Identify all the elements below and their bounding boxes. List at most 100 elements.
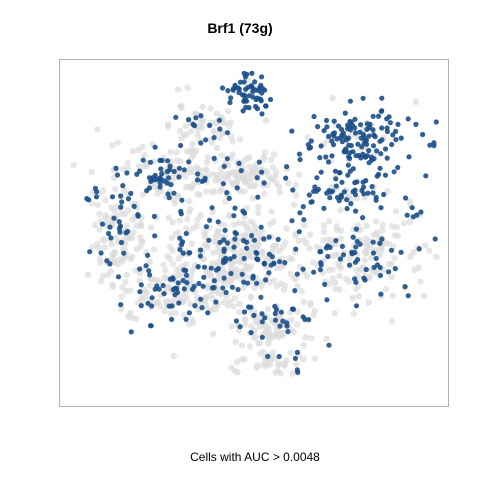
- cell-point-active: [211, 278, 217, 284]
- cell-point-inactive: [370, 231, 377, 238]
- cell-point-active: [364, 141, 370, 147]
- cell-point-inactive: [168, 298, 175, 305]
- cell-point-active: [292, 288, 298, 294]
- cell-point-inactive: [357, 226, 364, 234]
- cell-point-inactive: [198, 124, 206, 132]
- cell-point-active: [416, 246, 422, 252]
- cell-point-inactive: [271, 243, 278, 250]
- cell-point-active: [378, 291, 384, 297]
- cell-point-inactive: [263, 168, 271, 175]
- cell-point-inactive: [114, 261, 122, 268]
- cell-point-active: [406, 154, 412, 160]
- cell-point-active: [177, 247, 183, 253]
- cell-point-inactive: [433, 253, 440, 260]
- cell-point-inactive: [257, 350, 264, 357]
- cell-point-inactive: [293, 360, 300, 368]
- cell-point-inactive: [170, 352, 177, 359]
- cell-point-active: [195, 171, 201, 177]
- cell-point-active: [128, 190, 134, 196]
- cell-point-active: [354, 238, 360, 245]
- cell-point-active: [246, 304, 252, 310]
- cell-point-inactive: [255, 209, 262, 217]
- cell-point-inactive: [421, 292, 428, 299]
- cell-point-active: [246, 105, 252, 111]
- cell-point-active: [224, 130, 231, 136]
- cell-point-active: [334, 194, 341, 201]
- cell-point-inactive: [241, 356, 248, 363]
- cell-point-active: [315, 124, 321, 130]
- cell-point-inactive: [175, 255, 182, 262]
- cell-point-active: [360, 131, 366, 138]
- cell-point-active: [364, 121, 370, 127]
- cell-point-active: [362, 154, 369, 160]
- cell-point-active: [256, 159, 262, 165]
- cell-point-active: [92, 185, 98, 191]
- cell-point-active: [353, 208, 359, 214]
- cell-point-active: [379, 95, 385, 101]
- cell-point-inactive: [161, 307, 168, 314]
- cell-point-inactive: [298, 287, 305, 295]
- cell-point-inactive: [204, 244, 211, 251]
- cell-point-active: [186, 159, 192, 165]
- cell-point-active: [290, 187, 296, 193]
- cell-point-active: [246, 93, 252, 99]
- cell-point-active: [241, 309, 248, 315]
- cell-point-active: [403, 195, 409, 201]
- cell-point-inactive: [252, 224, 259, 231]
- cell-point-active: [369, 184, 375, 190]
- cell-point-inactive: [138, 238, 145, 245]
- cell-point-active: [234, 185, 240, 191]
- cell-point-active: [224, 156, 230, 162]
- cell-point-active: [261, 261, 267, 267]
- cell-point-inactive: [236, 308, 243, 316]
- cell-point-active: [197, 253, 203, 259]
- cell-point-inactive: [294, 321, 301, 328]
- cell-point-active: [258, 294, 264, 300]
- cell-point-inactive: [119, 284, 126, 291]
- cell-point-active: [365, 190, 371, 196]
- cell-point-inactive: [172, 309, 179, 317]
- cell-point-active: [203, 137, 209, 143]
- cell-point-inactive: [310, 259, 317, 266]
- cell-point-inactive: [137, 222, 145, 230]
- cell-point-active: [306, 317, 312, 323]
- cell-point-inactive: [247, 293, 255, 300]
- cell-point-inactive: [417, 278, 424, 285]
- cell-point-inactive: [241, 320, 249, 328]
- cell-point-active: [325, 253, 331, 260]
- cell-point-active: [166, 303, 172, 309]
- cell-point-active: [318, 262, 324, 268]
- cell-point-inactive: [325, 218, 333, 225]
- cell-point-active: [227, 99, 233, 106]
- cell-point-inactive: [304, 134, 311, 141]
- cell-point-active: [379, 125, 385, 131]
- cell-point-inactive: [283, 225, 290, 232]
- cell-point-inactive: [196, 191, 203, 198]
- cell-point-inactive: [361, 257, 369, 264]
- cell-point-active: [355, 141, 361, 147]
- cell-point-active: [347, 168, 353, 174]
- cell-point-active: [183, 316, 189, 322]
- cell-point-inactive: [199, 103, 206, 111]
- cell-point-active: [145, 252, 151, 258]
- cell-point-active: [208, 265, 214, 271]
- cell-point-active: [293, 246, 299, 252]
- cell-point-inactive: [89, 244, 96, 251]
- cell-point-active: [223, 289, 229, 296]
- cell-point-active: [121, 250, 127, 256]
- cell-point-active: [370, 250, 376, 256]
- cell-point-active: [178, 142, 184, 149]
- cell-point-inactive: [190, 151, 197, 159]
- cell-point-inactive: [250, 334, 257, 342]
- cell-point-active: [254, 280, 260, 286]
- cell-point-inactive: [169, 247, 176, 254]
- cell-point-active: [222, 227, 228, 233]
- cell-point-active: [221, 275, 227, 281]
- cell-point-active: [423, 173, 429, 179]
- cell-point-active: [362, 277, 368, 283]
- cell-point-active: [297, 157, 303, 163]
- cell-point-inactive: [182, 123, 189, 130]
- cell-point-active: [167, 167, 173, 173]
- cell-point-inactive: [117, 256, 124, 263]
- cell-point-inactive: [391, 255, 398, 262]
